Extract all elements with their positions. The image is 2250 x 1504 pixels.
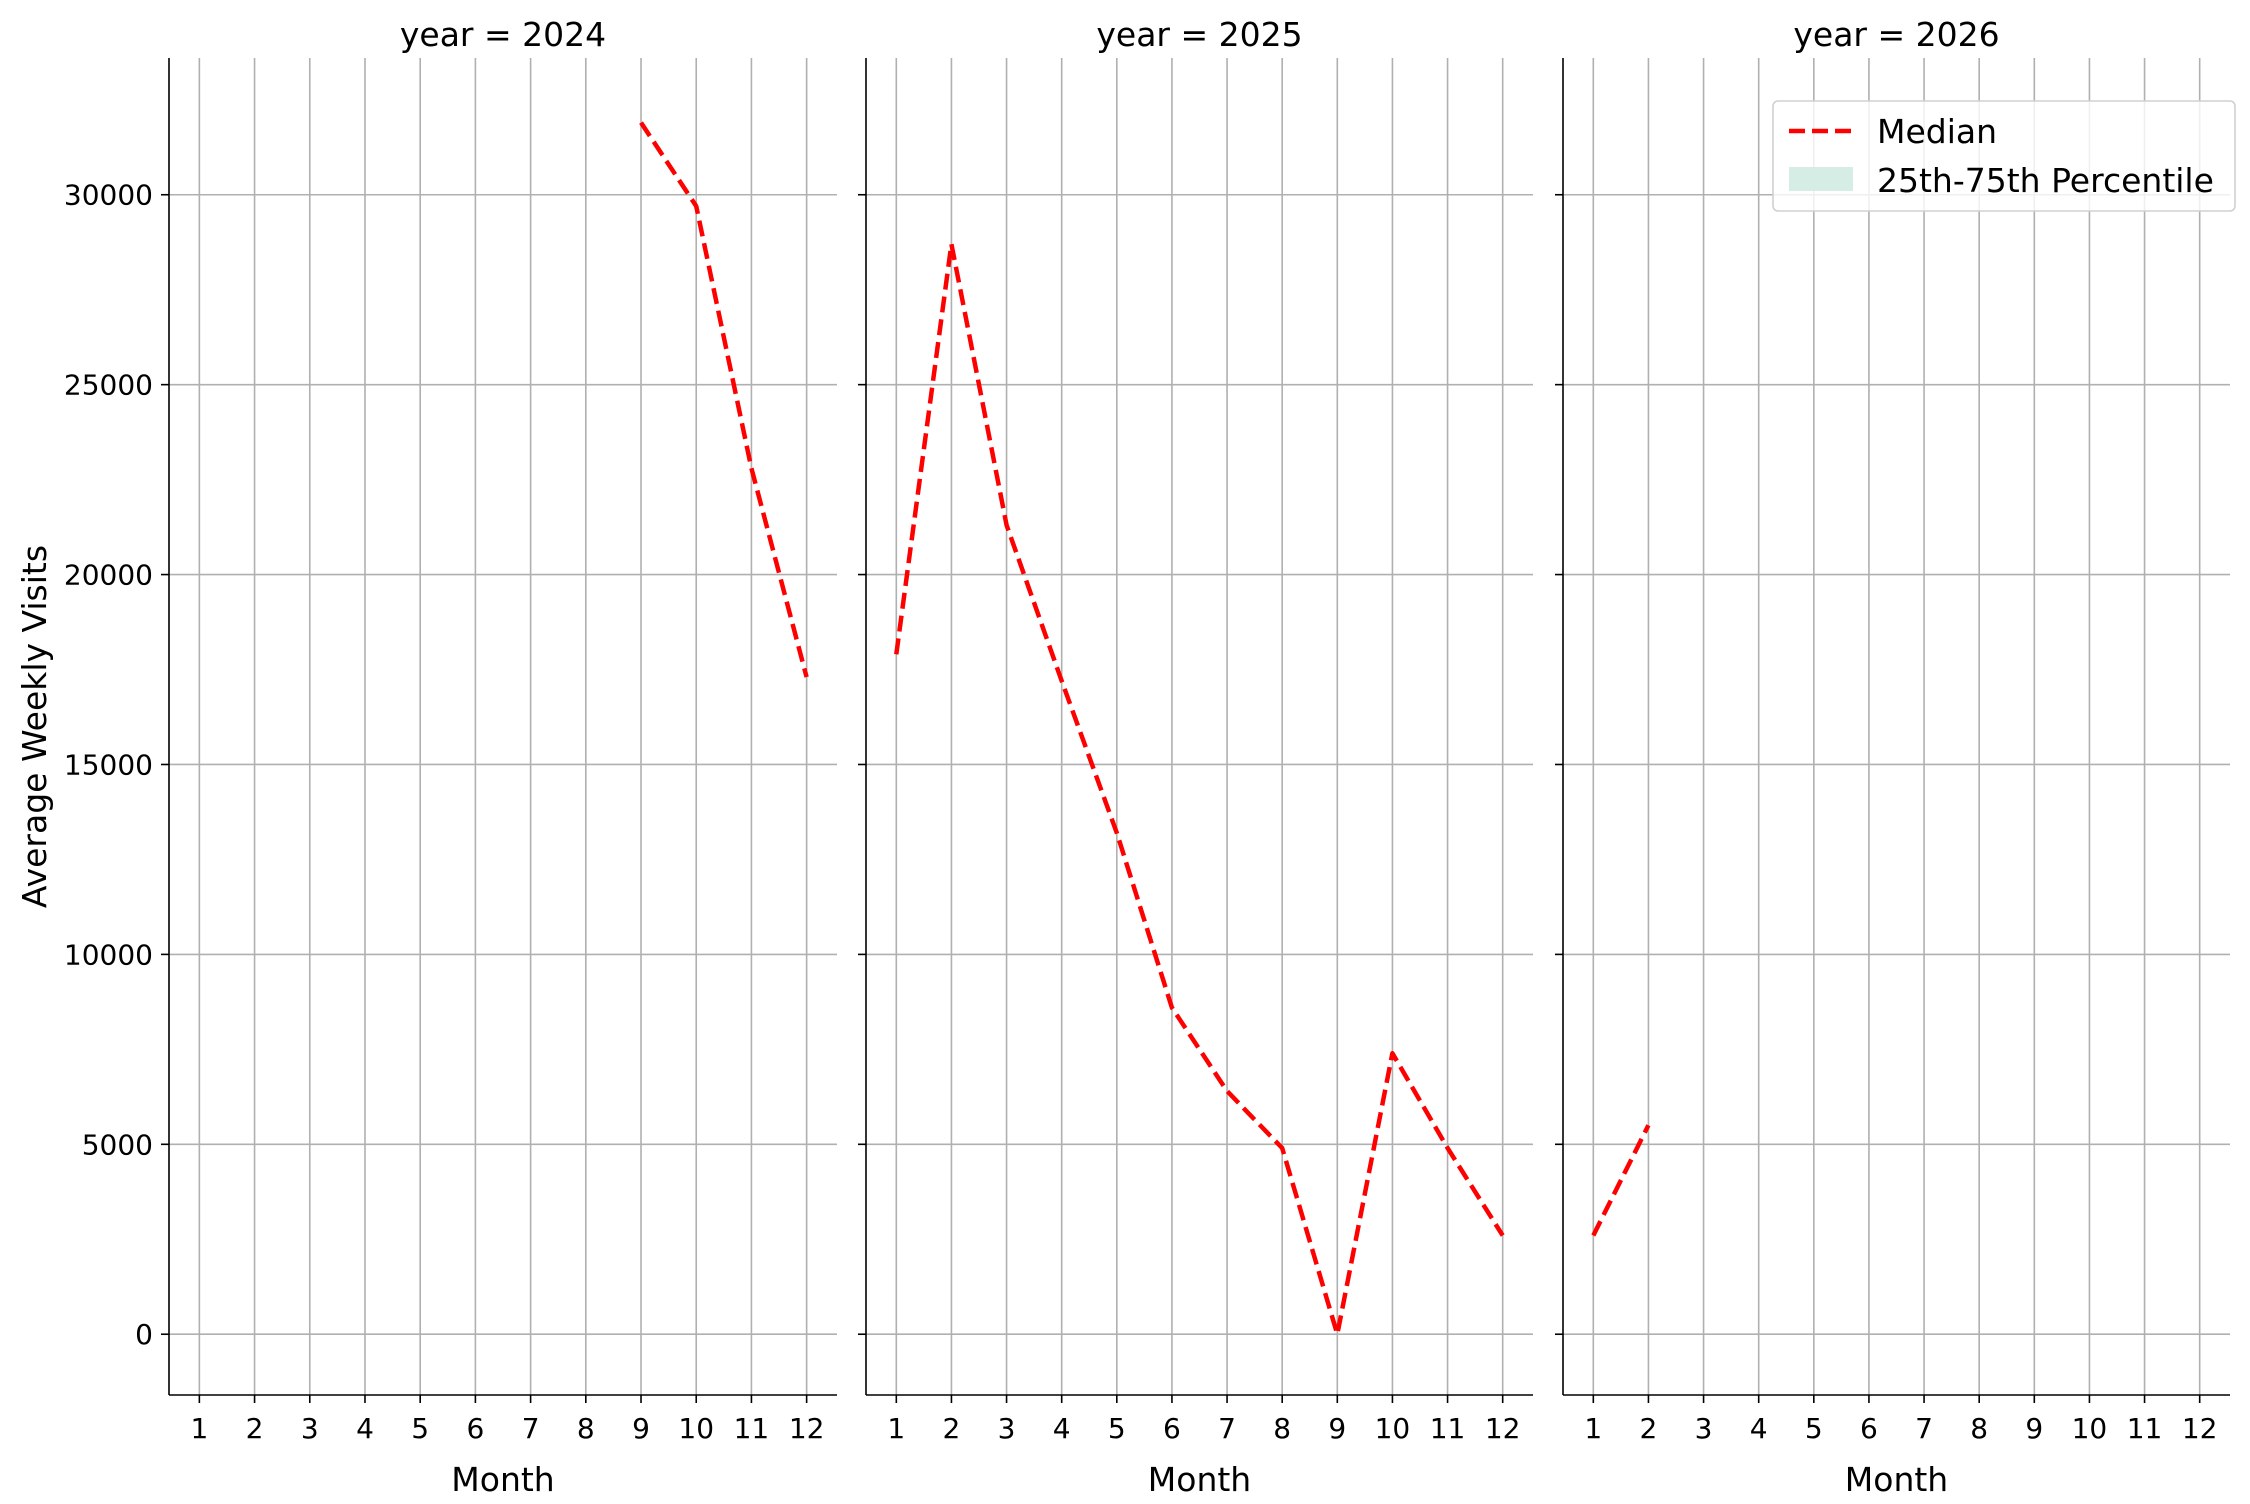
x-tick-label: 3 xyxy=(1695,1412,1713,1445)
x-tick-label: 4 xyxy=(356,1412,374,1445)
x-tick-label: 4 xyxy=(1053,1412,1071,1445)
x-tick-label: 12 xyxy=(2182,1412,2218,1445)
median-line xyxy=(1591,1124,1651,1237)
y-axis-label: Average Weekly Visits xyxy=(15,545,54,908)
y-tick-label: 20000 xyxy=(64,559,153,592)
x-tick-label: 12 xyxy=(789,1412,825,1445)
y-tick-label: 15000 xyxy=(64,748,153,781)
facet-title: year = 2026 xyxy=(1793,15,1999,54)
y-tick-label: 25000 xyxy=(64,369,153,402)
y-tick-label: 5000 xyxy=(82,1128,153,1161)
x-tick-label: 4 xyxy=(1750,1412,1768,1445)
x-tick-label: 9 xyxy=(2025,1412,2043,1445)
x-tick-label: 12 xyxy=(1485,1412,1521,1445)
x-tick-label: 5 xyxy=(1108,1412,1126,1445)
legend: Median 25th-75th Percentile xyxy=(1772,100,2236,212)
x-tick-label: 2 xyxy=(246,1412,264,1445)
median-line xyxy=(894,241,1505,1337)
y-tick-label: 0 xyxy=(135,1318,153,1351)
x-tick-label: 5 xyxy=(411,1412,429,1445)
x-tick-label: 10 xyxy=(1375,1412,1411,1445)
x-tick-label: 9 xyxy=(632,1412,650,1445)
x-tick-label: 10 xyxy=(2072,1412,2108,1445)
legend-median-label: Median xyxy=(1877,112,1997,151)
x-tick-label: 8 xyxy=(1970,1412,1988,1445)
x-tick-label: 1 xyxy=(887,1412,905,1445)
x-tick-label: 3 xyxy=(301,1412,319,1445)
x-tick-label: 11 xyxy=(1430,1412,1466,1445)
x-tick-label: 6 xyxy=(1860,1412,1878,1445)
y-tick-label: 30000 xyxy=(64,179,153,212)
x-tick-label: 8 xyxy=(1273,1412,1291,1445)
x-tick-label: 3 xyxy=(998,1412,1016,1445)
x-axis-label: Month xyxy=(1845,1460,1948,1499)
x-tick-label: 7 xyxy=(1915,1412,1933,1445)
facet-title: year = 2025 xyxy=(1096,15,1302,54)
x-tick-label: 7 xyxy=(1218,1412,1236,1445)
legend-frame xyxy=(1772,100,2236,212)
x-tick-label: 11 xyxy=(2127,1412,2163,1445)
x-tick-label: 5 xyxy=(1805,1412,1823,1445)
x-tick-label: 6 xyxy=(466,1412,484,1445)
x-tick-label: 2 xyxy=(1640,1412,1658,1445)
x-tick-label: 1 xyxy=(190,1412,208,1445)
facet-title: year = 2024 xyxy=(400,15,606,54)
x-axis-label: Month xyxy=(451,1460,554,1499)
legend-percentile-label: 25th-75th Percentile xyxy=(1877,161,2214,200)
x-tick-label: 7 xyxy=(522,1412,540,1445)
x-tick-label: 1 xyxy=(1584,1412,1602,1445)
x-tick-label: 11 xyxy=(734,1412,770,1445)
x-tick-label: 9 xyxy=(1328,1412,1346,1445)
median-line xyxy=(639,121,809,678)
x-tick-label: 2 xyxy=(943,1412,961,1445)
x-tick-label: 8 xyxy=(577,1412,595,1445)
y-tick-label: 10000 xyxy=(64,938,153,971)
legend-percentile-swatch xyxy=(1789,167,1853,191)
x-tick-label: 10 xyxy=(678,1412,714,1445)
x-axis-label: Month xyxy=(1148,1460,1251,1499)
x-tick-label: 6 xyxy=(1163,1412,1181,1445)
